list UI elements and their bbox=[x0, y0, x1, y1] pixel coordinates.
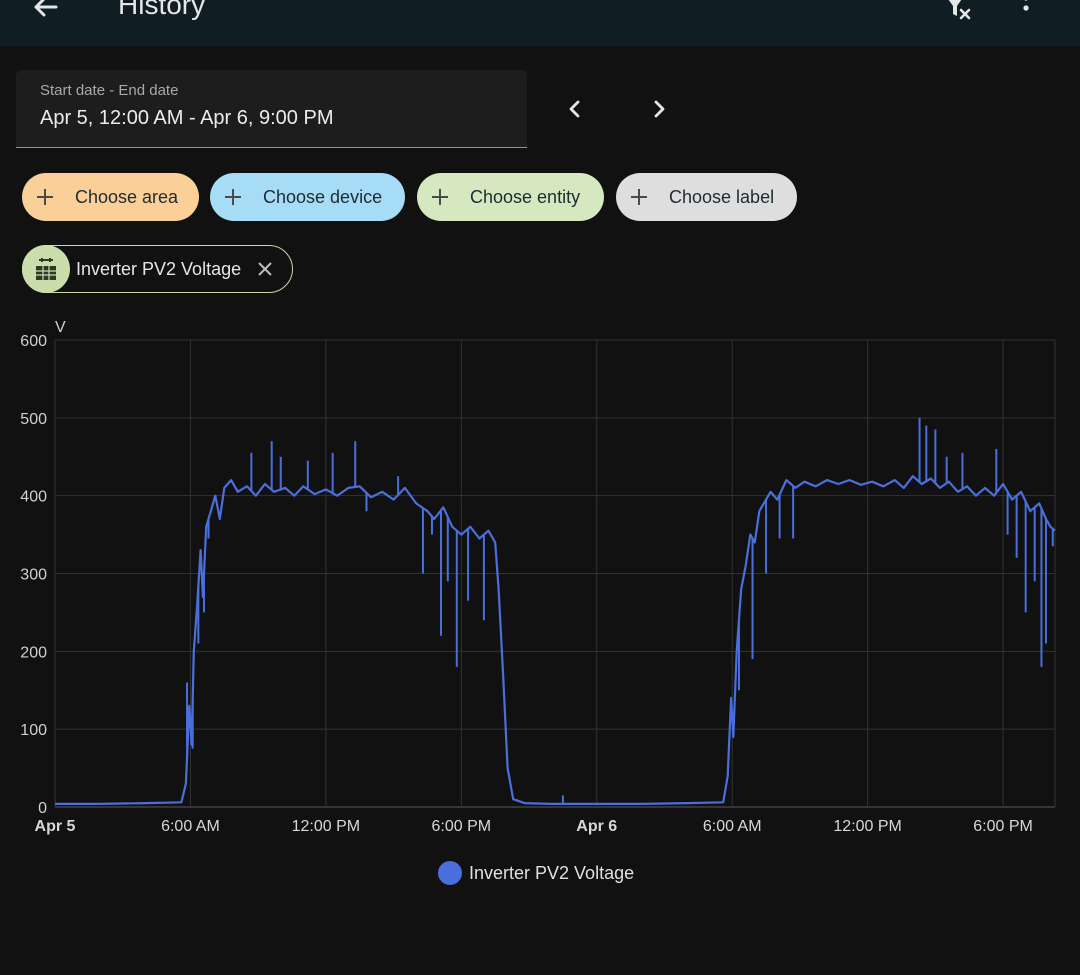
legend-marker bbox=[438, 861, 462, 885]
x-tick-label: 6:00 AM bbox=[703, 818, 762, 835]
plus-icon bbox=[225, 189, 241, 205]
entity-name: Inverter PV2 Voltage bbox=[76, 258, 242, 279]
choose-device-chip[interactable]: Choose device bbox=[210, 173, 405, 221]
close-icon[interactable] bbox=[255, 259, 275, 279]
dots-vertical-icon bbox=[1023, 0, 1029, 11]
chevron-left-icon bbox=[569, 100, 580, 118]
clear-filter-button[interactable] bbox=[938, 0, 978, 28]
previous-range-button[interactable] bbox=[555, 90, 595, 130]
history-chart[interactable]: V 0 100 200 300 400 500 600 Apr 5 6:00 AM 12:00 … bbox=[0, 310, 1080, 850]
solar-panel-icon bbox=[36, 258, 56, 280]
x-tick-label: Apr 6 bbox=[576, 818, 617, 835]
x-tick-label: 12:00 PM bbox=[833, 818, 901, 835]
page-title: History bbox=[118, 0, 206, 20]
y-axis-unit: V bbox=[55, 319, 66, 336]
x-axis: Apr 5 6:00 AM 12:00 PM 6:00 PM Apr 6 6:00 AM 1… bbox=[35, 818, 1033, 835]
entity-avatar bbox=[22, 245, 70, 293]
date-range-picker[interactable]: Start date - End date Apr 5, 12:00 AM - … bbox=[16, 70, 527, 148]
overflow-menu-button[interactable] bbox=[1006, 0, 1046, 28]
plus-icon bbox=[631, 189, 647, 205]
legend-label: Inverter PV2 Voltage bbox=[469, 862, 635, 883]
chart-series bbox=[55, 417, 1056, 805]
choose-label-chip[interactable]: Choose label bbox=[616, 173, 797, 221]
chip-label: Choose entity bbox=[470, 186, 581, 207]
x-tick-label: 6:00 PM bbox=[973, 818, 1033, 835]
next-range-button[interactable] bbox=[639, 90, 679, 130]
filter-remove-icon bbox=[948, 0, 971, 20]
x-tick-label: Apr 5 bbox=[35, 818, 76, 835]
chart-legend-item[interactable]: Inverter PV2 Voltage bbox=[438, 860, 634, 886]
date-range-label: Start date - End date bbox=[40, 82, 179, 99]
y-tick-label: 300 bbox=[20, 567, 47, 584]
choose-area-chip[interactable]: Choose area bbox=[22, 173, 199, 221]
back-button[interactable] bbox=[26, 0, 66, 28]
selected-entity-chip[interactable]: Inverter PV2 Voltage bbox=[22, 245, 293, 293]
y-tick-label: 200 bbox=[20, 644, 47, 661]
chip-label: Choose label bbox=[669, 186, 775, 207]
choose-entity-chip[interactable]: Choose entity bbox=[417, 173, 604, 221]
chevron-right-icon bbox=[654, 100, 665, 118]
series-line bbox=[55, 475, 1056, 805]
y-tick-label: 500 bbox=[20, 411, 47, 428]
arrow-left-icon bbox=[34, 0, 58, 17]
x-tick-label: 6:00 PM bbox=[432, 818, 492, 835]
y-tick-label: 0 bbox=[38, 800, 47, 817]
y-axis: 0 100 200 300 400 500 600 bbox=[20, 333, 47, 817]
chip-label: Choose device bbox=[263, 186, 383, 207]
plus-icon bbox=[432, 189, 448, 205]
app-bar: History bbox=[0, 0, 1080, 46]
plus-icon bbox=[37, 189, 53, 205]
y-tick-label: 400 bbox=[20, 489, 47, 506]
date-range-value: Apr 5, 12:00 AM - Apr 6, 9:00 PM bbox=[40, 107, 334, 129]
y-tick-label: 600 bbox=[20, 333, 47, 350]
x-tick-label: 12:00 PM bbox=[292, 818, 360, 835]
x-tick-label: 6:00 AM bbox=[161, 818, 220, 835]
chip-label: Choose area bbox=[75, 186, 179, 207]
y-tick-label: 100 bbox=[20, 722, 47, 739]
